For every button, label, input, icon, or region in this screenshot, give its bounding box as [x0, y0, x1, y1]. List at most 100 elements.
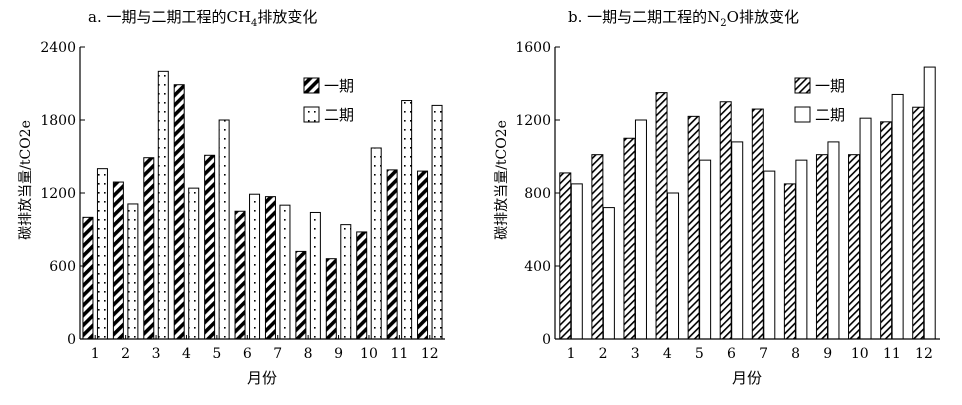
- bar-phase2-7: [279, 204, 291, 340]
- chart-a-title-sub: 4: [251, 18, 257, 29]
- legend-swatch-phase1: [303, 77, 320, 94]
- x-tick-label: 8: [304, 346, 313, 362]
- chart-a-bars: [82, 70, 443, 340]
- x-tick-label: 8: [791, 346, 800, 362]
- chart-b-title-sub: 2: [720, 18, 726, 29]
- bar-phase2-11: [401, 100, 413, 340]
- x-tick-label: 9: [334, 346, 343, 362]
- bar-phase1-1: [559, 172, 572, 340]
- legend-label-phase2: 二期: [324, 106, 354, 124]
- y-tick-label: 800: [524, 186, 551, 202]
- x-tick-label: 5: [212, 346, 221, 362]
- y-tick-label: 2400: [40, 40, 76, 56]
- bar-phase1-8: [783, 183, 796, 340]
- bar-phase1-6: [234, 210, 246, 340]
- bar-phase2-6: [731, 141, 744, 340]
- bar-phase2-9: [827, 141, 840, 340]
- bar-phase1-11: [386, 169, 398, 340]
- bar-phase2-4: [188, 187, 200, 340]
- bar-phase2-10: [859, 117, 872, 340]
- bar-phase1-11: [880, 121, 893, 340]
- bar-phase2-8: [309, 211, 321, 340]
- x-tick-label: 10: [360, 346, 378, 362]
- bar-phase2-3: [157, 70, 169, 340]
- y-tick-label: 1600: [515, 40, 551, 56]
- chart-b-title-prefix: b. 一期与二期工程的N: [568, 8, 720, 26]
- bar-phase2-1: [96, 168, 108, 340]
- y-tick-label: 600: [49, 259, 76, 275]
- bar-phase2-3: [634, 119, 647, 340]
- chart-b-title-suffix: O排放变化: [727, 8, 799, 26]
- x-tick-label: 7: [273, 346, 282, 362]
- legend-label-phase1: 一期: [815, 77, 845, 95]
- x-tick-label: 11: [390, 346, 408, 362]
- chart-b-ylabel: 碳排放当量/tCO2e: [494, 120, 510, 240]
- x-tick-label: 3: [152, 346, 161, 362]
- bar-phase1-6: [719, 101, 732, 340]
- bar-phase1-4: [655, 92, 668, 340]
- x-tick-label: 4: [663, 346, 672, 362]
- y-tick-label: 1200: [515, 113, 551, 129]
- chart-a-title-prefix: a. 一期与二期工程的CH: [88, 8, 251, 26]
- x-tick-label: 9: [823, 346, 832, 362]
- bar-phase2-10: [370, 147, 382, 340]
- bar-phase1-9: [325, 258, 337, 340]
- bar-phase2-7: [763, 170, 776, 340]
- bar-phase2-2: [602, 207, 615, 340]
- bar-phase1-10: [848, 154, 861, 340]
- x-tick-label: 11: [883, 346, 901, 362]
- x-tick-label: 2: [121, 346, 130, 362]
- x-tick-label: 5: [695, 346, 704, 362]
- bar-phase1-3: [623, 137, 636, 340]
- bar-phase1-2: [591, 154, 604, 340]
- bar-phase2-2: [127, 203, 139, 340]
- chart-a-title: a. 一期与二期工程的CH4排放变化: [88, 8, 317, 29]
- legend-swatch-phase2: [794, 106, 811, 123]
- bar-phase1-5: [204, 154, 216, 340]
- legend-swatch-phase1: [794, 77, 811, 94]
- y-tick-label: 400: [524, 259, 551, 275]
- chart-a-xlabel: 月份: [247, 369, 277, 387]
- x-tick-label: 12: [421, 346, 439, 362]
- legend-label-phase1: 一期: [324, 77, 354, 95]
- bar-phase2-12: [923, 66, 936, 340]
- y-tick-label: 0: [542, 332, 551, 348]
- bar-phase1-12: [417, 170, 429, 340]
- bar-phase1-1: [82, 216, 94, 340]
- y-tick-label: 1800: [40, 113, 76, 129]
- bar-phase1-10: [356, 231, 368, 340]
- chart-a-ylabel: 碳排放当量/tCO2e: [18, 120, 34, 240]
- bar-phase1-5: [687, 115, 700, 340]
- chart-b-xlabel: 月份: [732, 369, 762, 387]
- bar-phase2-8: [795, 159, 808, 340]
- chart-a-title-suffix: 排放变化: [257, 8, 317, 26]
- bar-phase1-8: [295, 250, 307, 340]
- y-tick-label: 1200: [40, 186, 76, 202]
- bar-phase2-4: [667, 192, 680, 340]
- bar-phase2-9: [340, 224, 352, 340]
- bar-phase1-9: [815, 154, 828, 340]
- x-tick-label: 2: [599, 346, 608, 362]
- legend-swatch-phase2: [303, 106, 320, 123]
- bar-phase2-6: [249, 193, 261, 340]
- x-tick-label: 1: [91, 346, 100, 362]
- bar-phase2-12: [431, 104, 443, 340]
- y-tick-label: 0: [67, 332, 76, 348]
- x-tick-label: 12: [915, 346, 933, 362]
- bar-phase1-12: [912, 106, 925, 340]
- bar-phase1-7: [751, 108, 764, 340]
- bar-phase2-1: [570, 183, 583, 340]
- x-tick-label: 1: [567, 346, 576, 362]
- bar-phase2-5: [699, 159, 712, 340]
- x-tick-label: 3: [631, 346, 640, 362]
- bar-phase1-7: [264, 196, 276, 340]
- chart-b-title: b. 一期与二期工程的N2O排放变化: [568, 8, 799, 29]
- x-tick-label: 4: [182, 346, 191, 362]
